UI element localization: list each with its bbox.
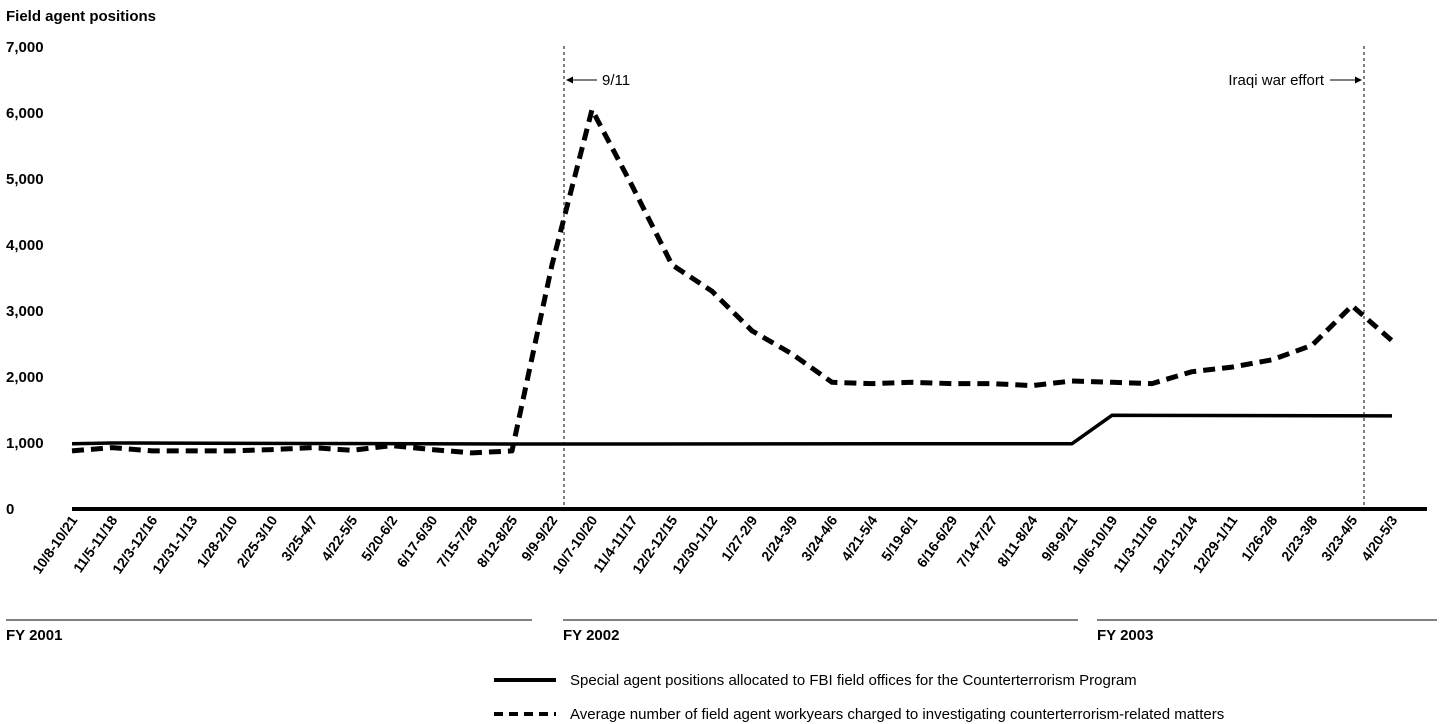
x-tick-label: 3/24-4/6	[798, 512, 841, 563]
legend-label-allocated: Special agent positions allocated to FBI…	[570, 672, 1137, 689]
y-tick-label: 5,000	[6, 171, 44, 188]
annotation-label: 9/11	[602, 72, 630, 89]
series-line-allocated	[71, 413, 1393, 446]
x-tick-label: 1/26-2/8	[1238, 512, 1281, 563]
x-tick-label: 3/23-4/5	[1318, 512, 1361, 563]
x-tick-label: 8/11-8/24	[994, 512, 1041, 569]
y-tick-label: 6,000	[6, 105, 44, 122]
x-tick-label: 2/24-3/9	[758, 512, 801, 563]
x-tick-label: 7/14-7/27	[953, 512, 1000, 570]
x-axis-ticks: 10/8-10/2111/5-11/1812/3-12/1612/31-1/13…	[29, 512, 1401, 576]
x-tick-label: 4/22-5/5	[318, 512, 361, 563]
y-tick-label: 1,000	[6, 435, 44, 452]
x-tick-label: 5/19-6/1	[878, 512, 921, 563]
x-tick-label: 5/20-6/2	[358, 512, 401, 563]
fiscal-year-label: FY 2002	[563, 627, 619, 644]
x-tick-label: 1/27-2/9	[718, 512, 761, 563]
x-tick-label: 3/25-4/7	[278, 512, 321, 563]
x-tick-label: 4/21-5/4	[838, 512, 881, 563]
y-tick-label: 0	[6, 501, 14, 518]
y-tick-label: 2,000	[6, 369, 44, 386]
fiscal-year-label: FY 2001	[6, 627, 62, 644]
x-tick-label: 2/25-3/10	[233, 512, 280, 570]
event-markers: 9/11 Iraqi war effort	[563, 46, 1365, 509]
y-tick-label: 7,000	[6, 39, 44, 56]
legend-label-workyears: Average number of field agent workyears …	[570, 706, 1224, 723]
x-tick-label: 9/9-9/22	[518, 512, 561, 563]
x-tick-label: 8/12-8/25	[473, 512, 520, 570]
fiscal-year-groups: FY 2001 FY 2002 FY 2003	[6, 619, 1437, 644]
plot-area	[71, 107, 1427, 511]
x-tick-label: 4/20-5/3	[1358, 512, 1401, 563]
y-axis-ticks: 0 1,000 2,000 3,000 4,000 5,000 6,000 7,000	[6, 39, 44, 518]
annotation-label: Iraqi war effort	[1228, 72, 1324, 89]
x-tick-label: 9/8-9/21	[1038, 512, 1081, 563]
x-tick-label: 2/23-3/8	[1278, 512, 1321, 563]
annotation-arrowhead	[566, 76, 573, 84]
annotation-arrowhead	[1355, 76, 1362, 84]
y-axis-title: Field agent positions	[6, 8, 156, 25]
legend: Special agent positions allocated to FBI…	[494, 672, 1224, 723]
y-tick-label: 4,000	[6, 237, 44, 254]
y-tick-label: 3,000	[6, 303, 44, 320]
fiscal-year-label: FY 2003	[1097, 627, 1153, 644]
series-line-workyears	[71, 107, 1394, 456]
